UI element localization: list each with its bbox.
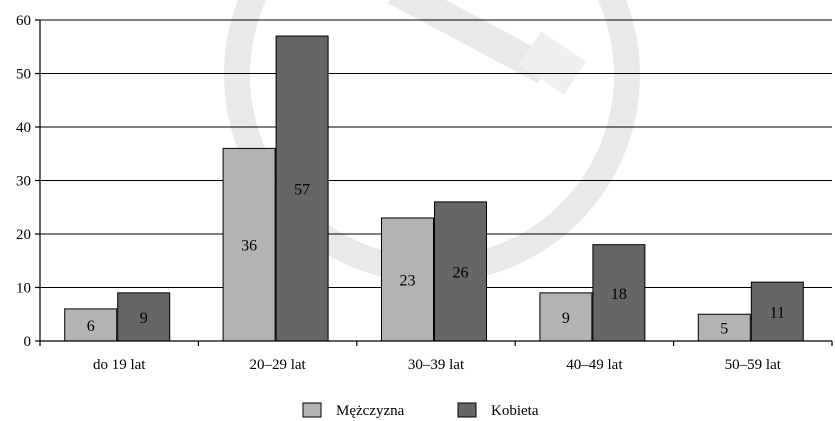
bar-mezczyzna-3	[539, 292, 593, 342]
data-label-kobieta-3: 18	[611, 286, 627, 303]
y-tick-label-60: 60	[16, 13, 31, 29]
axes	[35, 19, 833, 346]
data-label-kobieta-0: 9	[140, 310, 148, 327]
watermark-handle	[387, 0, 553, 84]
legend: Mężczyzna Kobieta	[302, 402, 539, 419]
bar-mezczyzna-0	[64, 308, 118, 342]
legend-label-mezczyzna: Mężczyzna	[336, 403, 405, 419]
y-tick-label-20: 20	[16, 227, 31, 243]
legend-swatch-kobieta	[457, 402, 477, 418]
x-category-label-1: 20–29 lat	[249, 357, 306, 373]
legend-swatch-mezczyzna	[302, 402, 322, 418]
y-tick-label-0: 0	[24, 334, 32, 350]
bar-mezczyzna-4	[697, 313, 751, 342]
y-tick-label-50: 50	[16, 67, 31, 83]
x-category-label-3: 40–49 lat	[566, 357, 623, 373]
data-label-mezczyzna-4: 5	[720, 321, 728, 338]
data-label-kobieta-2: 26	[453, 264, 469, 281]
x-category-label-0: do 19 lat	[93, 357, 146, 373]
y-tick-label-40: 40	[16, 120, 31, 136]
data-label-mezczyzna-3: 9	[562, 310, 570, 327]
y-tick-label-30: 30	[16, 174, 31, 190]
x-category-label-4: 50–59 lat	[725, 357, 782, 373]
bar-kobieta-3	[592, 244, 646, 342]
y-tick-label-10: 10	[16, 281, 31, 297]
data-label-kobieta-4: 11	[770, 305, 785, 322]
data-labels: 6 9 36 57 23 26 9 18 5 11	[87, 182, 785, 338]
data-label-kobieta-1: 57	[294, 182, 310, 199]
data-label-mezczyzna-0: 6	[87, 318, 95, 335]
data-label-mezczyzna-1: 36	[241, 238, 257, 255]
legend-label-kobieta: Kobieta	[491, 403, 539, 419]
x-axis-category-labels: do 19 lat 20–29 lat 30–39 lat 40–49 lat 50–5…	[93, 357, 782, 373]
x-category-label-2: 30–39 lat	[408, 357, 465, 373]
data-label-mezczyzna-2: 23	[400, 272, 416, 289]
bar-kobieta-2	[434, 201, 487, 342]
y-axis-tick-labels: 0 10 20 30 40 50 60	[16, 13, 31, 350]
bars	[64, 35, 804, 342]
